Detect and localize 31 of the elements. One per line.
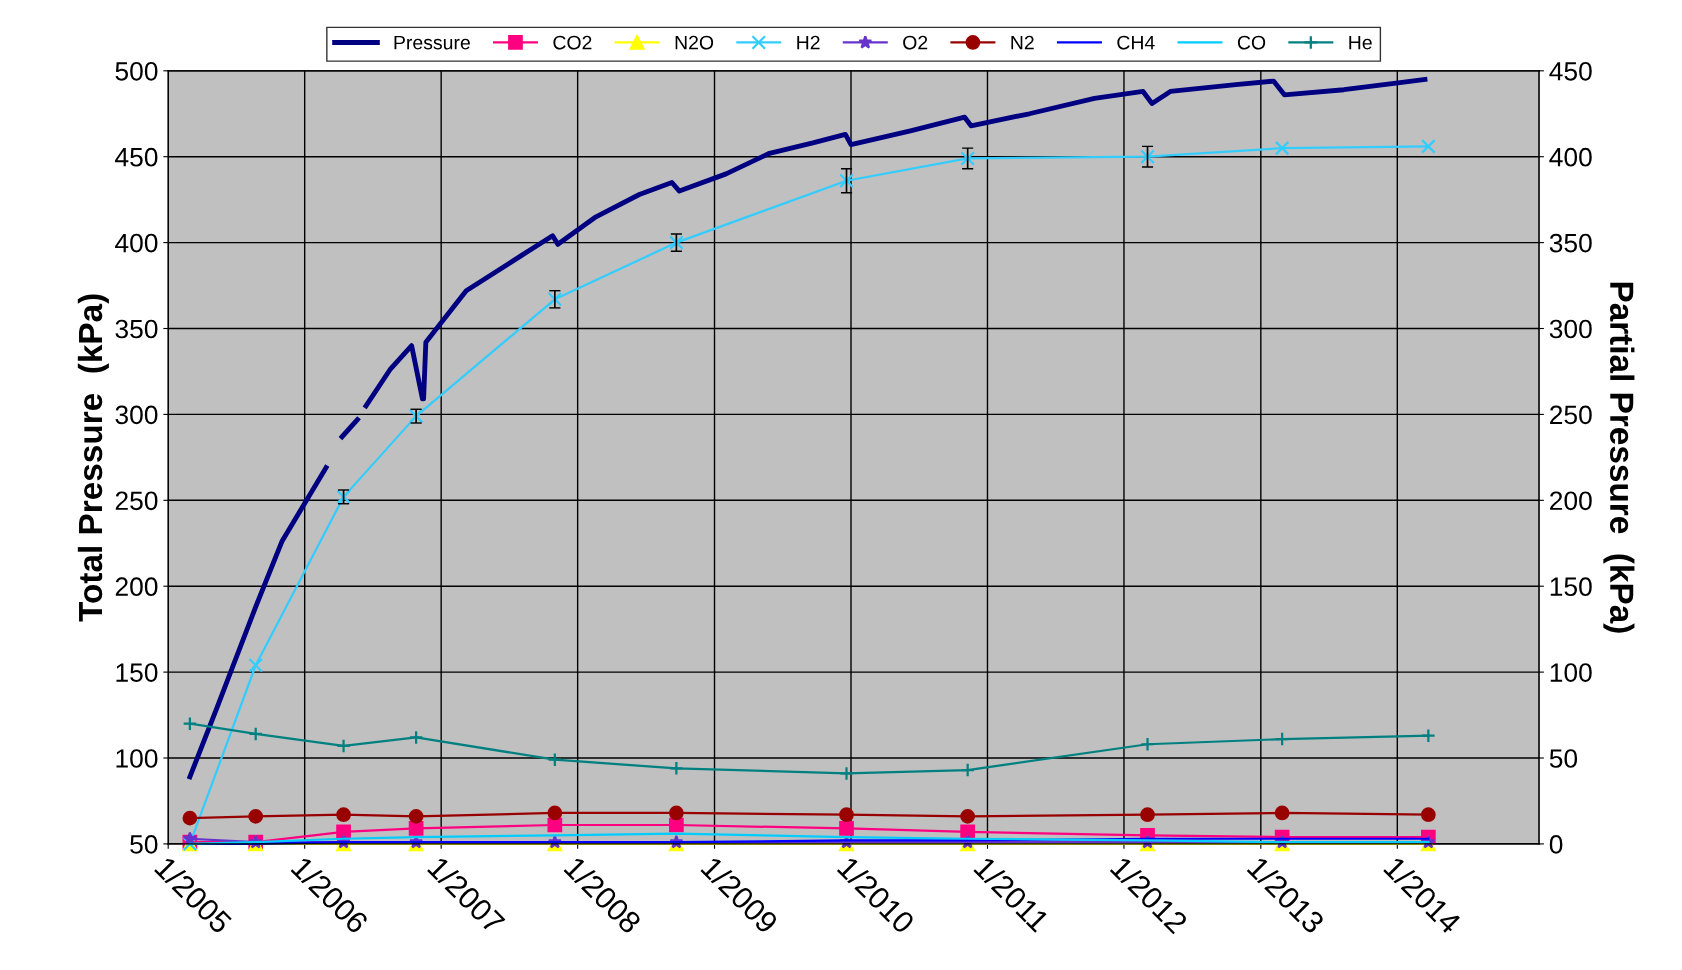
- y2-tick-label: 0: [1549, 835, 1563, 854]
- legend-label: O2: [903, 35, 928, 50]
- y2-tick-label: 250: [1550, 405, 1592, 425]
- legend-label: Pressure: [394, 35, 470, 50]
- y2-tick-label: 50: [1549, 749, 1578, 768]
- y2-tick-label: 400: [1549, 147, 1592, 167]
- y-tick-label: 200: [115, 577, 158, 597]
- y-tick-label: 50: [130, 835, 158, 854]
- legend-label: CO: [1237, 35, 1266, 50]
- y2-tick-label: 300: [1549, 319, 1592, 339]
- legend-label: H2: [797, 35, 820, 50]
- legend-label: N2: [1011, 35, 1034, 50]
- y-tick-label: 250: [115, 491, 158, 511]
- y2-tick-label: 450: [1549, 61, 1592, 81]
- y2-axis-title: Partial Pressure (kPa): [1603, 282, 1635, 633]
- y-tick-label: 150: [116, 663, 158, 682]
- legend-label: He: [1349, 35, 1372, 50]
- y-tick-label: 500: [115, 61, 158, 81]
- y2-tick-label: 100: [1550, 663, 1592, 682]
- y-tick-label: 450: [115, 147, 158, 167]
- y-tick-label: 350: [115, 319, 158, 339]
- y-axis-title: Total Pressure (kPa): [77, 294, 109, 622]
- y-tick-label: 100: [116, 749, 158, 768]
- y2-tick-label: 350: [1549, 233, 1592, 253]
- legend-label: CH4: [1117, 35, 1155, 50]
- legend-label: CO2: [553, 35, 592, 50]
- y2-tick-label: 200: [1550, 491, 1592, 511]
- y-tick-label: 400: [115, 233, 158, 253]
- legend-label: N2O: [675, 35, 714, 50]
- y-tick-label: 300: [115, 405, 158, 425]
- y2-tick-label: 150: [1550, 577, 1592, 597]
